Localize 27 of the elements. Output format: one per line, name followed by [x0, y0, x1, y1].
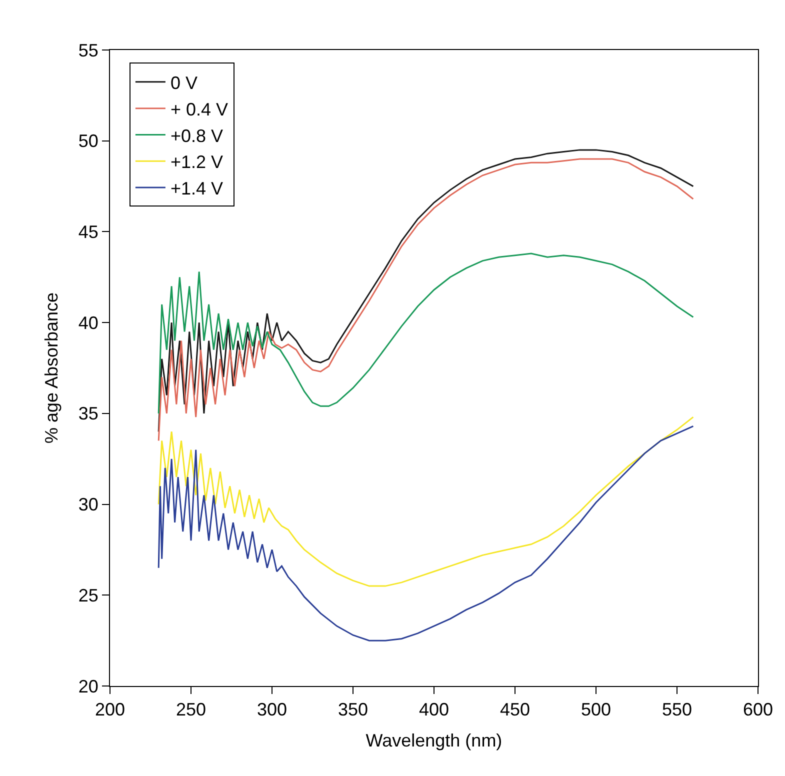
- y-tick-label: 40: [78, 312, 98, 333]
- x-tick-label: 500: [580, 700, 612, 720]
- x-tick-label: 250: [176, 700, 206, 720]
- legend-label: +1.2 V: [170, 152, 223, 172]
- y-tick-label: 35: [78, 404, 98, 424]
- legend-label: + 0.4 V: [170, 99, 228, 120]
- y-tick-label: 45: [78, 222, 98, 242]
- y-tick-label: 20: [78, 676, 98, 696]
- x-tick-label: 450: [500, 700, 530, 720]
- x-tick-label: 550: [662, 700, 692, 720]
- x-tick-label: 350: [338, 700, 368, 720]
- x-tick-label: 400: [418, 700, 450, 720]
- x-tick-label: 200: [94, 700, 126, 720]
- legend-label: 0 V: [170, 72, 198, 93]
- x-axis-title: Wavelength (nm): [366, 730, 502, 751]
- y-tick-label: 55: [78, 40, 98, 60]
- line-series: [158, 425, 694, 642]
- x-tick-label: 600: [742, 700, 774, 720]
- legend-label: +0.8 V: [170, 126, 223, 146]
- y-tick-label: 25: [78, 585, 98, 606]
- line-series: [158, 416, 694, 587]
- line-series: [158, 252, 694, 414]
- x-tick-label: 300: [256, 700, 288, 720]
- y-tick-label: 50: [78, 131, 98, 152]
- y-tick-label: 30: [78, 494, 98, 515]
- y-axis-title: % age Absorbance: [42, 292, 62, 444]
- legend-label: +1.4 V: [170, 178, 223, 199]
